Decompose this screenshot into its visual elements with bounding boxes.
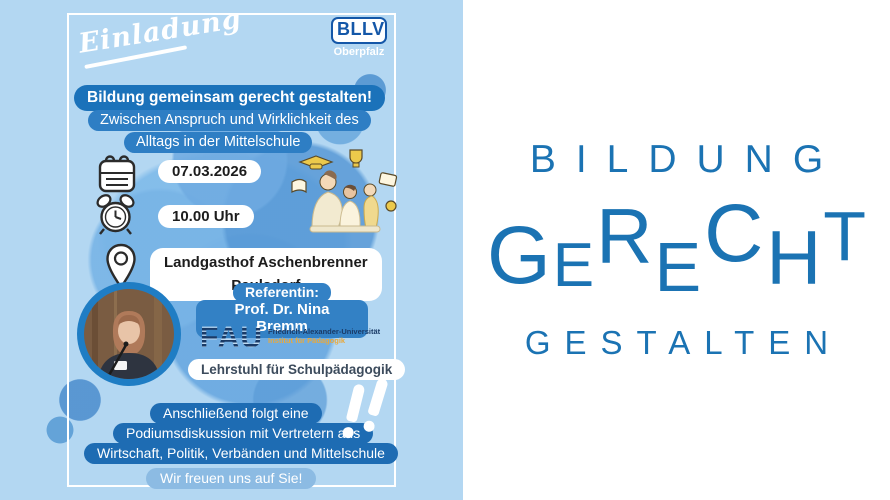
fau-logo-letters: FAU [200,321,263,354]
speaker-chair: Lehrstuhl für Schulpädagogik [188,359,406,380]
logo-letter: E [654,228,702,306]
logo-letter: T [823,197,867,275]
bllv-region-label: Oberpfalz [333,45,385,58]
calendar-icon [98,155,136,193]
fau-logo: FAU Friedrich-Alexander-Universität Inst… [200,321,381,354]
event-location-line1: Landgasthof Aschenbrenner [164,254,368,271]
exclamation-marks-icon [341,377,400,444]
event-subtitle-line1: Zwischen Anspruch und Wirklichkeit des [88,110,371,131]
logo-letter: E [552,231,595,300]
fau-institute-name: Institut für Pädagogik [268,336,346,345]
logo-letter: R [596,192,653,280]
footer-line1: Anschließend folgt eine [150,403,322,424]
bllv-logo-text: BLLV [331,17,387,44]
event-date: 07.03.2026 [158,160,262,183]
invitation-flyer: Einladung BLLV Oberpfalz Bildung gemeins… [0,0,463,500]
speaker-portrait-graphic [84,289,174,379]
fau-university-name: Friedrich-Alexander-Universität [268,327,381,336]
footer-line2: Podiumsdiskussion mit Vertretern aus [113,423,374,444]
speaker-photo [77,282,181,386]
logo-letter: C [704,188,764,279]
logo-letter: G [486,210,551,301]
learning-people-illustration [291,149,398,233]
speaker-name: Prof. Dr. Nina Bremm [196,300,368,338]
logo-word-bildung: BILDUNG [529,138,844,181]
bllv-logo: BLLV Oberpfalz [331,17,387,58]
logo-letter: H [766,216,822,301]
speaker-block: Referentin: Prof. Dr. Nina Bremm [196,283,368,338]
event-time: 10.00 Uhr [158,205,254,228]
closing-line: Wir freuen uns auf Sie! [146,468,317,489]
speaker-role-label: Referentin: [233,283,331,302]
logo-word-gestalten: GESTALTEN [524,324,843,361]
alarm-clock-icon [96,194,135,235]
event-subtitle-line2: Alltags in der Mittelschule [124,132,313,153]
footer-line3: Wirtschaft, Politik, Verbänden und Mitte… [84,443,398,464]
event-title: Bildung gemeinsam gerecht gestalten! [74,85,386,111]
